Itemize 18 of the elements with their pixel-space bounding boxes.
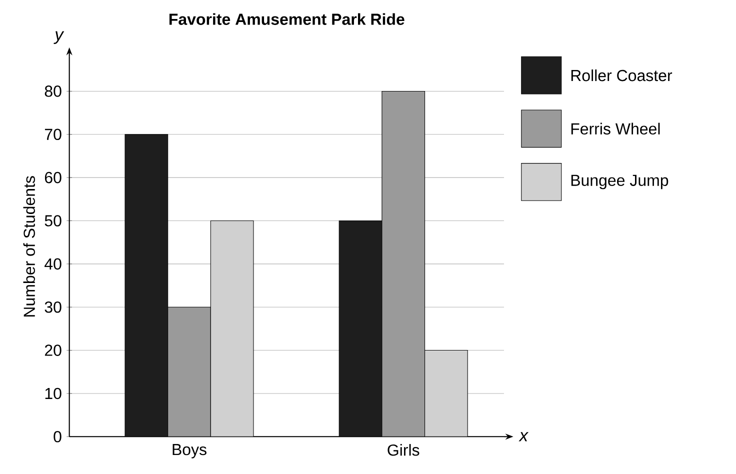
text: y	[54, 31, 64, 44]
y-axis-title: Number of Students	[23, 176, 35, 316]
legend-label: Bungee Jump	[571, 174, 668, 190]
y-tick-label: 20	[44, 344, 62, 356]
y-tick-label: 80	[44, 86, 62, 97]
y-tick-label: 30	[44, 301, 62, 313]
y-tick-label: 40	[44, 258, 62, 270]
x-tick-label: Girls	[388, 444, 420, 456]
y-tick-label: 70	[44, 128, 62, 140]
y-tick-label: 0	[54, 430, 62, 442]
chart-title: Favorite Amusement Park Ride	[169, 13, 404, 25]
y-tick-label: 60	[44, 172, 62, 184]
y-tick-label: 50	[44, 215, 62, 226]
legend-label: Roller Coaster	[571, 69, 672, 82]
text: x	[518, 432, 529, 442]
y-tick-label: 10	[45, 388, 62, 400]
legend-label: Ferris Wheel	[571, 122, 660, 135]
x-tick-label: Boys	[172, 444, 206, 458]
